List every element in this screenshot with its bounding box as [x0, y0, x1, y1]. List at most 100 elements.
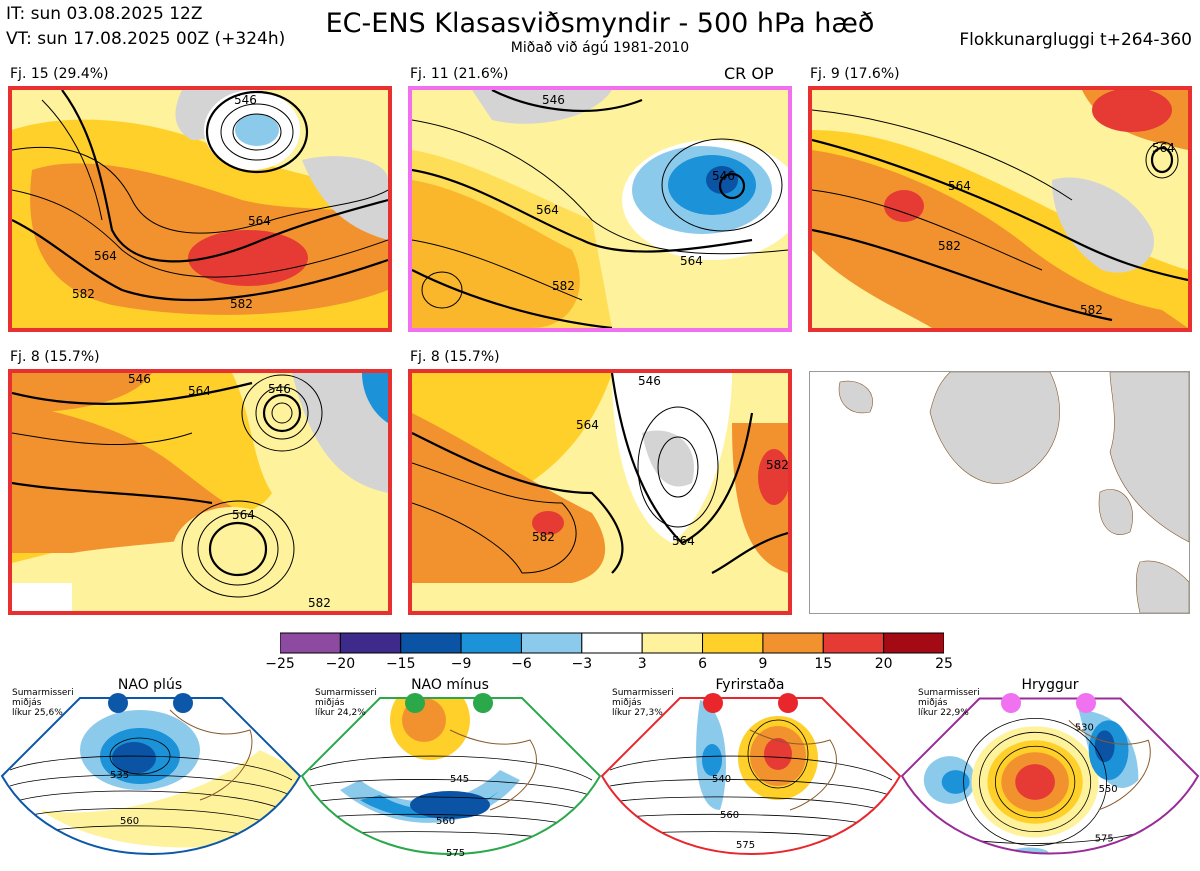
season-text: Sumarmisseri [918, 688, 980, 698]
colorbar-tick-label: 3 [637, 656, 647, 672]
regime-info-nao-plus: Sumarmisseri miðjás líkur 25,6% [12, 688, 74, 718]
contour-label: 582 [938, 239, 961, 253]
contour-label: 535 [110, 770, 129, 781]
mean-text: miðjás [918, 698, 948, 708]
colorbar-tick-label: 6 [698, 656, 707, 672]
contour-label: 546 [638, 374, 661, 388]
colorbar-tick-label: −3 [571, 656, 593, 672]
contour-label: 564 [188, 384, 211, 398]
panel-2-label: Fj. 11 (21.6%) [410, 66, 509, 82]
regime-dot-blocking [778, 693, 798, 713]
regime-title-ridge: Hryggur [1021, 677, 1079, 693]
panel-4-label: Fj. 8 (15.7%) [10, 349, 100, 365]
contour-label: 545 [450, 774, 469, 785]
contour-label: 582 [766, 458, 788, 472]
panel-3-label: Fj. 9 (17.6%) [810, 66, 900, 82]
colorbar-tick-label: 25 [935, 656, 953, 672]
contour-label: 564 [536, 203, 559, 217]
panel-5-label: Fj. 8 (15.7%) [410, 349, 500, 365]
cluster-map-4: 546 564 546 564 582 [8, 369, 392, 615]
contour-label: 582 [1080, 303, 1103, 317]
contour-label: 560 [120, 816, 139, 827]
colorbar-tick-label: −9 [450, 656, 472, 672]
contour-label: 564 [672, 534, 695, 548]
colorbar-segment [822, 632, 885, 654]
cluster-map-5: 546 564 564 582 582 [408, 369, 792, 615]
colorbar-segment [339, 632, 402, 654]
colorbar-segment [581, 632, 643, 654]
cluster-map-1: 546 564 564 582 582 [8, 86, 392, 332]
contour-label: 582 [552, 279, 575, 293]
contour-label: 564 [1152, 141, 1175, 155]
colorbar-tick-label: 9 [758, 656, 768, 672]
colorbar-segment [400, 632, 462, 654]
contour-label: 540 [712, 774, 731, 785]
colorbar-segment [279, 632, 341, 654]
colorbar-tick-label: −20 [325, 656, 356, 672]
mean-text: miðjás [612, 698, 642, 708]
contour-label: 575 [446, 848, 465, 859]
contour-label: 582 [230, 297, 253, 311]
mean-text: miðjás [12, 698, 42, 708]
valid-time: VT: sun 17.08.2025 00Z (+324h) [6, 29, 286, 49]
regime-blocking-map: 540 560 575 [600, 697, 902, 855]
regime-dot-ridge [1001, 693, 1021, 713]
panel-2-members: CR OP [724, 64, 774, 83]
contour-label: 546 [268, 382, 291, 396]
contour-label: 560 [720, 810, 739, 821]
contour-label: 550 [1099, 784, 1118, 795]
colorbar [279, 632, 945, 658]
contour-label: 575 [736, 840, 755, 851]
contour-label: 560 [436, 816, 455, 827]
regime-title-blocking: Fyrirstaða [715, 677, 785, 693]
contour-label: 564 [94, 249, 117, 263]
initial-time: IT: sun 03.08.2025 12Z [6, 4, 203, 24]
season-text: Sumarmisseri [612, 688, 674, 698]
colorbar-tick-label: −25 [265, 656, 295, 672]
mean-text: miðjás [315, 698, 345, 708]
contour-label: 582 [308, 596, 331, 610]
contour-label: 575 [1095, 834, 1114, 845]
contour-label: 546 [234, 93, 257, 107]
contour-label: 530 [1075, 722, 1094, 733]
contour-label: 564 [948, 179, 971, 193]
regime-ridge-map: 530 550 575 [900, 697, 1200, 855]
colorbar-tick-label: 15 [814, 656, 833, 672]
regime-dot-blocking [703, 693, 723, 713]
colorbar-segment [641, 632, 704, 654]
colorbar-segment [520, 632, 583, 654]
contour-label: 564 [576, 418, 599, 432]
regime-info-nao-minus: Sumarmisseri miðjás líkur 24,2% [315, 688, 377, 718]
colorbar-segment [762, 632, 824, 654]
contour-label: 564 [232, 508, 255, 522]
season-text: Sumarmisseri [315, 688, 377, 698]
season-text: Sumarmisseri [12, 688, 74, 698]
contour-label: 546 [712, 169, 735, 183]
probability-text: líkur 24,2% [315, 708, 366, 718]
probability-text: líkur 27,3% [612, 708, 663, 718]
page-subtitle: Miðað við ágú 1981-2010 [510, 40, 690, 56]
colorbar-segment [702, 632, 764, 654]
colorbar-tick-label: −15 [385, 656, 416, 672]
contour-label: 564 [680, 254, 703, 268]
page-title: EC-ENS Klasasviðsmyndir - 500 hPa hæð [325, 8, 875, 39]
colorbar-tick-label: 20 [874, 656, 893, 672]
colorbar-segment [883, 632, 945, 654]
regime-dot-ridge [1076, 693, 1096, 713]
cluster-map-3: 564 582 564 582 [808, 86, 1192, 332]
regime-dot-nao-minus [405, 693, 425, 713]
colorbar-tick-label: −6 [511, 656, 532, 672]
regime-info-blocking: Sumarmisseri miðjás líkur 27,3% [612, 688, 674, 718]
contour-label: 564 [248, 214, 271, 228]
basemap-panel [809, 371, 1190, 614]
regime-title-nao-minus: NAO mínus [411, 677, 489, 693]
colorbar-segment [460, 632, 522, 654]
regime-info-ridge: Sumarmisseri miðjás líkur 22,9% [918, 688, 980, 718]
contour-label: 546 [128, 373, 151, 386]
contour-label: 582 [532, 530, 555, 544]
probability-text: líkur 22,9% [918, 708, 969, 718]
cluster-map-2: 546 564 546 564 582 [408, 86, 792, 332]
contour-label: 582 [72, 287, 95, 301]
regime-dot-nao-plus [108, 693, 128, 713]
probability-text: líkur 25,6% [12, 708, 63, 718]
